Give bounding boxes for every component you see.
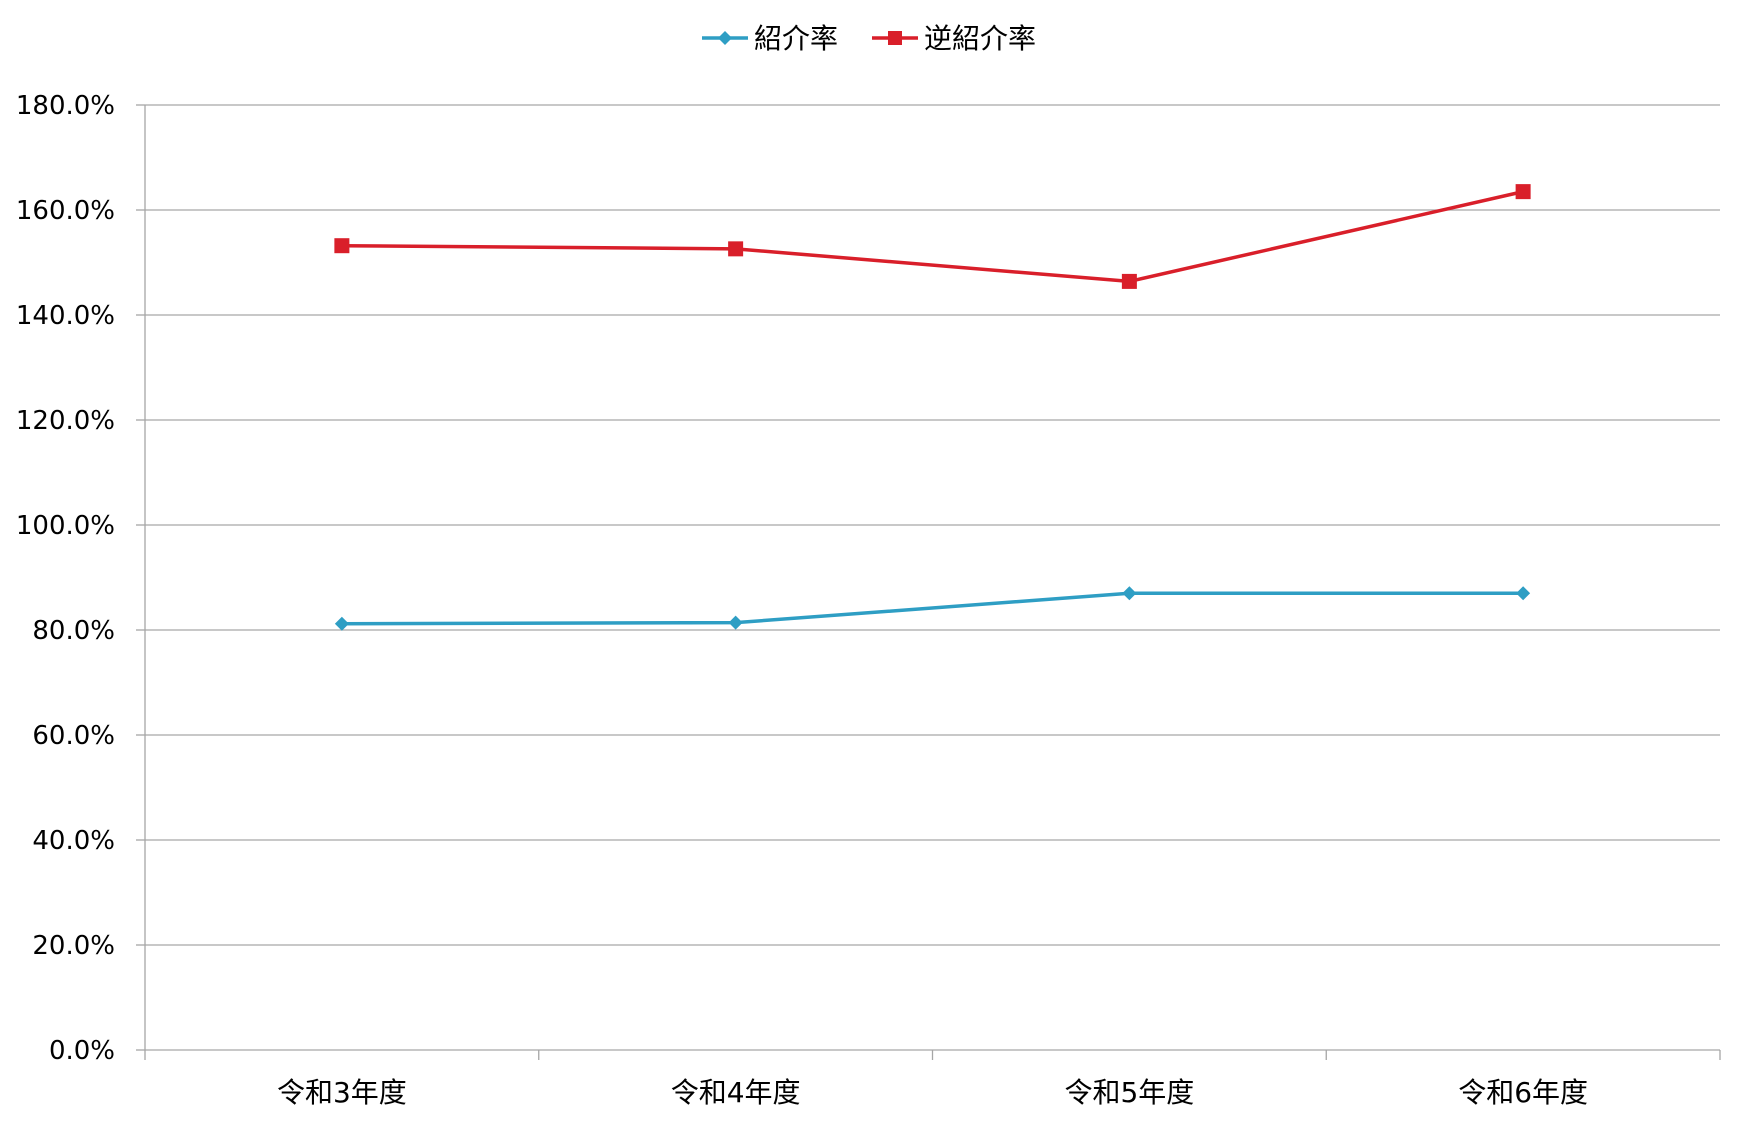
y-tick-label: 120.0% bbox=[16, 406, 115, 436]
legend-label: 逆紹介率 bbox=[924, 22, 1036, 55]
y-tick-label: 20.0% bbox=[32, 931, 115, 961]
x-tick-label: 令和4年度 bbox=[671, 1076, 801, 1109]
x-tick-label: 令和3年度 bbox=[277, 1076, 407, 1109]
y-tick-label: 40.0% bbox=[32, 826, 115, 856]
y-tick-label: 140.0% bbox=[16, 301, 115, 331]
legend-marker bbox=[718, 31, 732, 45]
series-1 bbox=[334, 586, 1531, 631]
axes bbox=[136, 104, 1721, 1060]
x-axis-tick-labels: 令和3年度 令和4年度 令和5年度 令和6年度 bbox=[277, 1076, 1588, 1109]
x-tick-label: 令和5年度 bbox=[1064, 1076, 1194, 1109]
series-line bbox=[341, 189, 1524, 284]
y-tick-label: 160.0% bbox=[16, 196, 115, 226]
data-point-marker bbox=[334, 238, 350, 254]
y-tick-label: 60.0% bbox=[32, 721, 115, 751]
x-tick-label: 令和6年度 bbox=[1458, 1076, 1588, 1109]
data-point-marker bbox=[1516, 586, 1531, 601]
data-point-marker bbox=[728, 241, 744, 257]
y-tick-label: 80.0% bbox=[32, 616, 115, 646]
data-point-marker bbox=[728, 615, 743, 630]
y-tick-label: 180.0% bbox=[16, 91, 115, 121]
legend: 紹介率 逆紹介率 bbox=[702, 22, 1036, 55]
series-2 bbox=[334, 184, 1531, 289]
series-line bbox=[341, 591, 1524, 626]
legend-label: 紹介率 bbox=[754, 22, 838, 55]
legend-entry: 紹介率 bbox=[702, 22, 838, 55]
series bbox=[334, 184, 1531, 631]
legend-marker bbox=[888, 31, 902, 45]
data-point-marker bbox=[1122, 586, 1137, 601]
y-tick-label: 0.0% bbox=[49, 1036, 115, 1066]
y-axis-tick-labels: 0.0% 20.0% 40.0% 60.0% 80.0% 100.0% 120.0% 140.… bbox=[16, 91, 115, 1066]
legend-entry: 逆紹介率 bbox=[872, 22, 1036, 55]
data-point-marker bbox=[334, 616, 349, 631]
data-point-marker bbox=[1121, 273, 1137, 289]
y-tick-label: 100.0% bbox=[16, 511, 115, 541]
data-point-marker bbox=[1515, 184, 1531, 200]
gridlines bbox=[145, 104, 1720, 946]
